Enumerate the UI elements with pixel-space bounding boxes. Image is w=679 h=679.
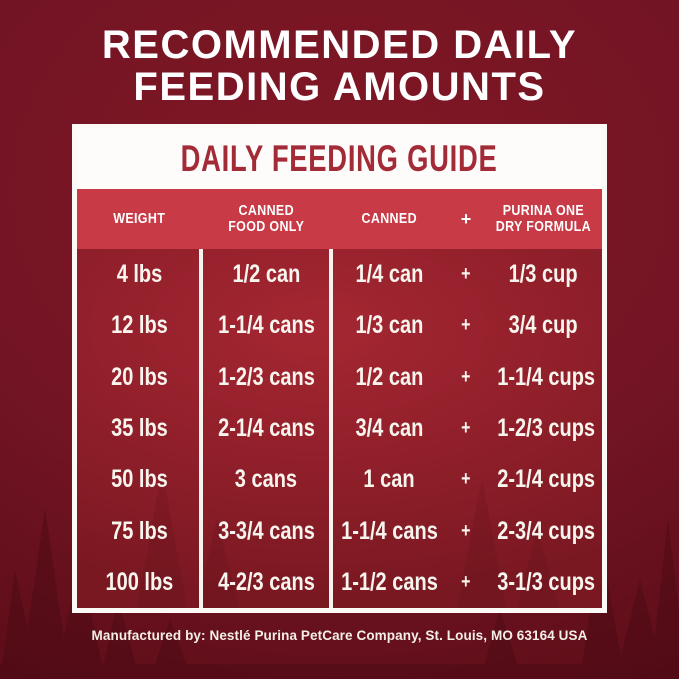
column-header-canned-only-line-1: CANNED [238, 202, 294, 219]
table-row: 100 lbs 4-2/3 cans 1-1/2 cans + 3-1/3 cu… [77, 557, 602, 608]
column-header-row: WEIGHT CANNED FOOD ONLY CANNED + PURINA … [77, 189, 602, 249]
column-header-weight: WEIGHT [113, 210, 165, 227]
canned-cell: 1 can [363, 465, 415, 494]
dry-formula-cell: 2-3/4 cups [497, 516, 596, 545]
page-title-line-2: FEEDING AMOUNTS [133, 65, 546, 109]
plus-sign: + [461, 365, 471, 388]
canned-cell: 1-1/2 cans [340, 567, 438, 596]
table-row: 50 lbs 3 cans 1 can + 2-1/4 cups [77, 454, 602, 505]
weight-cell: 50 lbs [110, 465, 168, 494]
canned-only-cell: 3 cans [234, 465, 298, 494]
guide-title: DAILY FEEDING GUIDE [181, 138, 498, 179]
manufacturer-note: Manufactured by: Nestlé Purina PetCare C… [91, 628, 588, 643]
weight-cell: 35 lbs [110, 413, 168, 442]
canned-cell: 1/2 can [355, 362, 423, 391]
column-header-dry-line-2: DRY FORMULA [495, 219, 592, 235]
feeding-table-body: 4 lbs 1/2 can 1/4 can + 1/3 cup 12 lbs 1… [77, 249, 602, 608]
column-header-canned-only: CANNED FOOD ONLY [201, 203, 331, 235]
table-row: 20 lbs 1-2/3 cans 1/2 can + 1-1/4 cups [77, 352, 602, 403]
dry-formula-cell: 1-2/3 cups [497, 413, 596, 442]
canned-only-cell: 3-3/4 cans [217, 516, 315, 545]
feeding-guide-box: DAILY FEEDING GUIDE WEIGHT CANNED FOOD O… [72, 124, 607, 613]
column-header-dry-formula: PURINA ONE DRY FORMULA [485, 203, 602, 235]
weight-cell: 100 lbs [105, 567, 173, 596]
weight-cell: 12 lbs [110, 311, 168, 340]
dry-formula-cell: 3-1/3 cups [497, 567, 596, 596]
canned-only-cell: 1-1/4 cans [217, 311, 315, 340]
plus-sign: + [461, 519, 471, 542]
column-header-canned-only-line-2: FOOD ONLY [227, 219, 305, 235]
canned-only-cell: 1/2 can [232, 260, 300, 289]
column-divider-2 [329, 249, 333, 608]
table-row: 4 lbs 1/2 can 1/4 can + 1/3 cup [77, 249, 602, 300]
dry-formula-cell: 3/4 cup [509, 311, 578, 340]
weight-cell: 75 lbs [110, 516, 168, 545]
canned-cell: 1/3 can [355, 311, 423, 340]
column-header-plus-sign: + [460, 208, 472, 229]
plus-sign: + [461, 263, 471, 286]
table-row: 35 lbs 2-1/4 cans 3/4 can + 1-2/3 cups [77, 403, 602, 454]
page-title-line-1: RECOMMENDED DAILY [101, 23, 578, 67]
canned-only-cell: 4-2/3 cans [217, 567, 315, 596]
dry-formula-cell: 2-1/4 cups [497, 465, 596, 494]
canned-only-cell: 2-1/4 cans [217, 413, 315, 442]
plus-sign: + [461, 570, 471, 593]
canned-cell: 1/4 can [355, 260, 423, 289]
table-row: 12 lbs 1-1/4 cans 1/3 can + 3/4 cup [77, 300, 602, 351]
column-header-canned: CANNED [361, 210, 417, 227]
plus-sign: + [461, 468, 471, 491]
canned-only-cell: 1-2/3 cans [217, 362, 315, 391]
column-divider-1 [199, 249, 203, 608]
weight-cell: 20 lbs [110, 362, 168, 391]
page-title: RECOMMENDED DAILY FEEDING AMOUNTS [0, 0, 679, 108]
table-row: 75 lbs 3-3/4 cans 1-1/4 cans + 2-3/4 cup… [77, 505, 602, 556]
plus-sign: + [461, 314, 471, 337]
canned-cell: 1-1/4 cans [340, 516, 438, 545]
canned-cell: 3/4 can [355, 413, 423, 442]
dry-formula-cell: 1-1/4 cups [497, 362, 596, 391]
dry-formula-cell: 1/3 cup [509, 260, 578, 289]
column-header-dry-line-1: PURINA ONE [502, 202, 585, 219]
plus-sign: + [461, 416, 471, 439]
weight-cell: 4 lbs [116, 260, 162, 289]
guide-header: DAILY FEEDING GUIDE [77, 129, 602, 189]
